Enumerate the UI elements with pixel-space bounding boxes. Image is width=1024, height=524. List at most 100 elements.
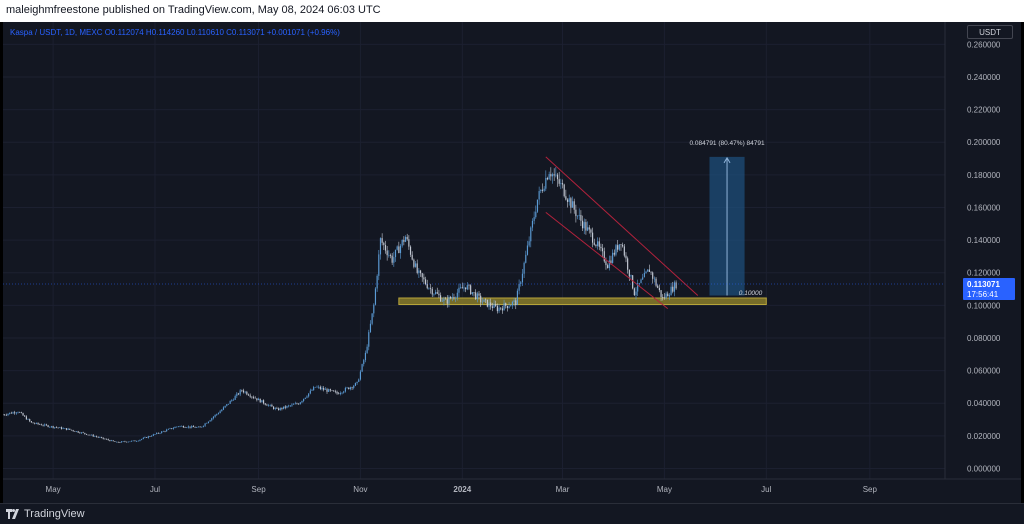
candle: [490, 298, 492, 310]
candle: [126, 441, 128, 443]
tradingview-brand: TradingView: [24, 508, 85, 520]
candle-body: [251, 396, 253, 398]
candle: [189, 426, 191, 429]
candle: [628, 269, 630, 282]
candle: [455, 296, 457, 303]
candle: [304, 397, 306, 400]
candle-body: [668, 295, 670, 297]
candle: [316, 385, 318, 388]
candle-body: [476, 293, 478, 300]
candle-body: [672, 286, 674, 292]
candle: [52, 425, 54, 429]
candle-body: [184, 427, 186, 428]
candle-body: [69, 428, 71, 430]
candle: [144, 436, 146, 439]
y-tick-label: 0.020000: [967, 432, 1001, 441]
candle-body: [72, 430, 74, 432]
candle-body: [555, 174, 557, 176]
candle: [259, 398, 261, 403]
candle-body: [404, 236, 407, 242]
candle: [491, 302, 493, 312]
candle: [336, 390, 338, 395]
candle-body: [19, 412, 21, 413]
candle: [393, 251, 395, 267]
candle: [560, 178, 562, 190]
candle-body: [324, 389, 326, 390]
candle-body: [102, 437, 104, 439]
candle: [623, 243, 625, 258]
candle-body: [607, 265, 609, 269]
candle: [187, 425, 189, 429]
candle: [612, 249, 614, 264]
candle: [383, 241, 385, 251]
candle-body: [256, 398, 258, 401]
candle-body: [424, 279, 427, 285]
candle-body: [388, 254, 390, 256]
candle: [424, 276, 427, 286]
candle: [394, 249, 397, 262]
candle: [540, 189, 542, 194]
candle-body: [465, 287, 467, 290]
candle-body: [237, 393, 240, 395]
candle: [199, 425, 201, 428]
candle-body: [578, 214, 580, 216]
candle-body: [231, 399, 233, 401]
candle-body: [441, 301, 443, 302]
candle: [413, 258, 415, 269]
candle: [105, 438, 108, 440]
candle-body: [119, 442, 121, 443]
chart-area[interactable]: 0.084791 (80.47%) 84791 0.10000 0.260000 0.…: [2, 22, 1021, 503]
candle: [32, 422, 34, 424]
candle-body: [59, 427, 61, 428]
candle: [303, 398, 305, 403]
candle-body: [384, 245, 387, 251]
candle: [570, 196, 572, 214]
candle-body: [551, 174, 554, 177]
candle-body: [498, 307, 500, 312]
candle: [77, 430, 79, 433]
candle-body: [204, 423, 206, 426]
candle-body: [399, 245, 402, 254]
candle-body: [217, 413, 220, 414]
channel-upper-line: [545, 156, 699, 296]
candle-body: [152, 434, 154, 436]
candle: [523, 261, 525, 278]
candle-body: [478, 293, 480, 296]
candle: [353, 384, 355, 390]
candle-body: [394, 249, 397, 258]
candle-body: [535, 211, 537, 218]
candle: [72, 429, 74, 432]
x-axis: May Jul Sep Nov 2024 Mar May Jul Sep: [46, 485, 878, 494]
candle-body: [134, 440, 136, 442]
candle-body: [47, 425, 49, 427]
candle-body: [318, 386, 320, 388]
candle: [463, 282, 465, 292]
candle-body: [22, 413, 24, 416]
candle: [291, 403, 293, 407]
candle-body: [7, 413, 9, 415]
candle-body: [259, 398, 261, 403]
candle-body: [157, 432, 159, 434]
candlestick-chart[interactable]: 0.084791 (80.47%) 847910.100000.2600000.…: [2, 22, 1021, 503]
candle-body: [294, 403, 296, 405]
candle-body: [298, 403, 300, 405]
candle-body: [665, 293, 667, 299]
candle: [550, 167, 552, 181]
candle: [60, 426, 63, 430]
candle: [216, 413, 218, 417]
candle: [156, 432, 158, 435]
candle: [124, 440, 126, 443]
candle: [10, 411, 12, 414]
candle: [40, 423, 42, 426]
currency-selector[interactable]: USDT: [967, 25, 1013, 39]
candle: [194, 426, 196, 428]
candle-body: [450, 296, 452, 299]
x-tick-label: Sep: [863, 485, 878, 494]
candle: [373, 303, 375, 318]
candle-body: [620, 244, 622, 245]
candle: [42, 424, 44, 427]
candle: [25, 415, 27, 420]
candle: [592, 227, 594, 248]
candle: [414, 261, 417, 268]
candle-body: [496, 306, 498, 312]
